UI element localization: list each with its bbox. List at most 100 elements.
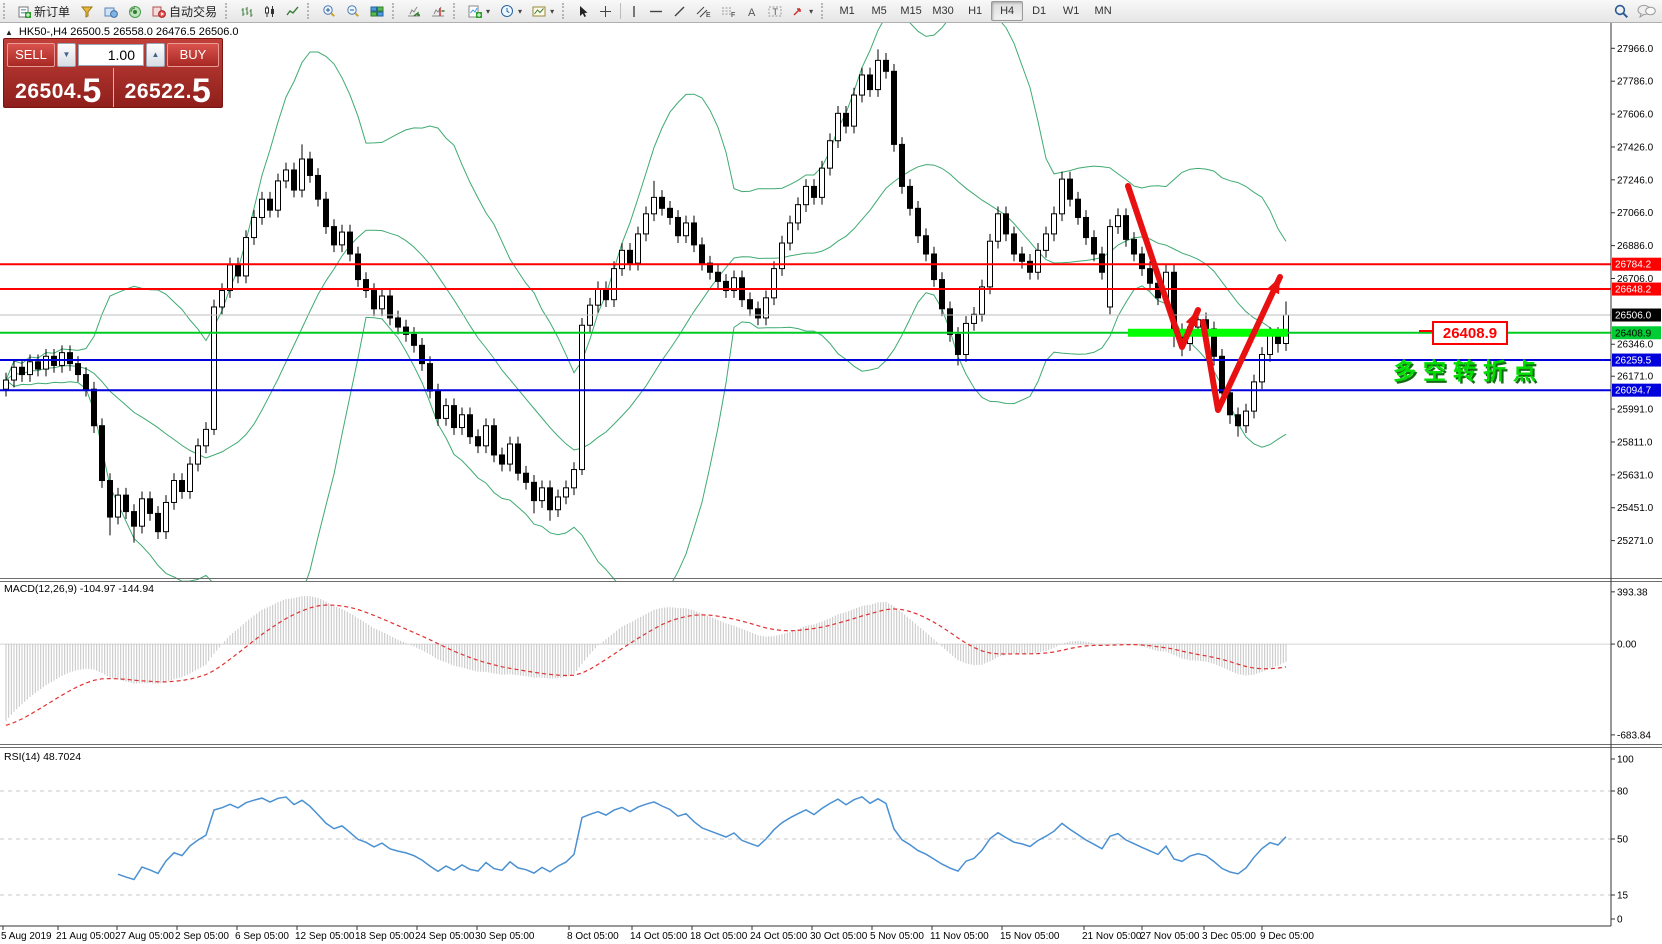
templates-button[interactable]: ▾ <box>527 0 559 22</box>
svg-text:26408.9: 26408.9 <box>1615 328 1652 339</box>
autotrading-icon <box>152 6 166 18</box>
candle <box>891 70 897 145</box>
buy-button[interactable]: BUY <box>167 42 219 67</box>
svg-text:50: 50 <box>1617 835 1629 846</box>
auto-scroll-icon <box>408 6 421 17</box>
timeframe-button-m5[interactable]: M5 <box>871 5 887 17</box>
svg-text:F: F <box>731 12 735 18</box>
candle <box>115 494 121 518</box>
volume-decrease-button[interactable]: ▼ <box>57 42 76 67</box>
candle <box>403 326 409 335</box>
svg-text:A: A <box>748 7 756 18</box>
candle <box>331 226 337 246</box>
candle <box>763 297 769 319</box>
equidistant-channel-button[interactable]: E <box>691 0 716 22</box>
volume-input[interactable]: 1.00 <box>78 43 144 66</box>
sell-button[interactable]: SELL <box>7 42 55 67</box>
candle <box>923 235 929 255</box>
candle <box>387 295 393 319</box>
candle <box>1075 198 1081 218</box>
main-toolbar: 新订单 自动交易 ▾ ▾ <box>0 0 1662 23</box>
timeframe-button-w1[interactable]: W1 <box>1062 5 1080 17</box>
candle <box>235 264 241 277</box>
candle <box>539 487 545 502</box>
candle <box>523 472 529 483</box>
candle <box>259 198 265 218</box>
rsi-line <box>117 795 1287 881</box>
crosshair-button[interactable] <box>594 0 617 22</box>
volume-increase-button[interactable]: ▲ <box>146 42 165 67</box>
candle <box>435 390 441 419</box>
search-icon[interactable] <box>1614 4 1629 19</box>
candle <box>1091 237 1097 255</box>
bar-chart-button[interactable] <box>235 0 258 22</box>
candle <box>1147 268 1153 284</box>
market-watch-button[interactable] <box>99 0 123 22</box>
candle <box>827 140 833 169</box>
svg-text:27246.0: 27246.0 <box>1617 175 1654 186</box>
timeframe-button-m1[interactable]: M1 <box>839 5 855 17</box>
svg-text:80: 80 <box>1617 787 1629 798</box>
timeframe-button-h1[interactable]: H1 <box>968 5 983 17</box>
candle <box>707 262 713 273</box>
metaquotes-button[interactable] <box>75 0 99 22</box>
candle <box>315 174 321 200</box>
zoom-in-button[interactable] <box>317 0 341 22</box>
timeframe-button-m15[interactable]: M15 <box>900 5 922 17</box>
chat-icon[interactable] <box>1637 4 1656 18</box>
symbol-ohlc-text: HK50-,H4 26500.5 26558.0 26476.5 26506.0 <box>18 26 239 38</box>
candle <box>1019 253 1025 262</box>
autotrading-button[interactable]: 自动交易 <box>147 0 222 22</box>
text-tool-button[interactable]: A <box>741 0 763 22</box>
sell-price-main: 26504. <box>15 80 83 103</box>
candle <box>43 355 49 370</box>
arrows-tool-button[interactable]: ▾ <box>787 0 818 22</box>
price-label-26408.9 <box>1612 326 1661 340</box>
new-order-button[interactable]: 新订单 <box>13 0 75 22</box>
candle <box>35 361 41 370</box>
collapse-triangle-icon[interactable]: ▲ <box>5 27 13 37</box>
dropdown-arrow-icon: ▾ <box>809 6 814 16</box>
candle <box>83 374 89 390</box>
timeframe-button-d1[interactable]: D1 <box>1032 5 1047 17</box>
cursor-button[interactable] <box>572 0 594 22</box>
candle <box>27 361 33 376</box>
chart-shift-button[interactable] <box>426 0 450 22</box>
candle <box>627 249 633 264</box>
svg-text:0: 0 <box>1617 915 1623 926</box>
candle <box>715 271 721 282</box>
tile-windows-button[interactable] <box>365 0 389 22</box>
clock-icon <box>501 5 514 17</box>
candle <box>555 496 561 511</box>
signals-button[interactable] <box>123 0 147 22</box>
periods-button[interactable]: ▾ <box>495 0 527 22</box>
svg-text:26506.0: 26506.0 <box>1615 311 1652 322</box>
zoom-out-button[interactable] <box>341 0 365 22</box>
candle <box>219 290 225 308</box>
crosshair-icon <box>600 5 612 17</box>
auto-scroll-button[interactable] <box>402 0 426 22</box>
horizontal-line-button[interactable] <box>644 0 668 22</box>
svg-text:27426.0: 27426.0 <box>1617 142 1654 153</box>
vertical-line-button[interactable] <box>624 0 644 22</box>
toolbar-grip <box>307 3 314 19</box>
candle <box>267 198 273 211</box>
buy-price[interactable]: 26522. 5 <box>114 68 223 108</box>
line-chart-button[interactable] <box>281 0 304 22</box>
time-label: 21 Aug 05:00 <box>56 931 115 942</box>
trendline-button[interactable] <box>668 0 691 22</box>
candle <box>603 288 609 301</box>
timeframe-button-h4[interactable]: H4 <box>991 1 1024 21</box>
candle <box>1251 381 1257 412</box>
fibonacci-button[interactable]: F <box>716 0 741 22</box>
timeframe-button-mn[interactable]: MN <box>1094 5 1112 17</box>
indicators-button[interactable]: ▾ <box>463 0 495 22</box>
candlestick-chart-button[interactable] <box>258 0 281 22</box>
candle <box>659 196 665 209</box>
candle <box>147 498 153 514</box>
timeframe-button-m30[interactable]: M30 <box>932 5 954 17</box>
svg-text:100: 100 <box>1617 755 1634 766</box>
candle <box>187 463 193 492</box>
label-tool-button[interactable]: T <box>763 0 787 22</box>
sell-price[interactable]: 26504. 5 <box>4 68 114 108</box>
